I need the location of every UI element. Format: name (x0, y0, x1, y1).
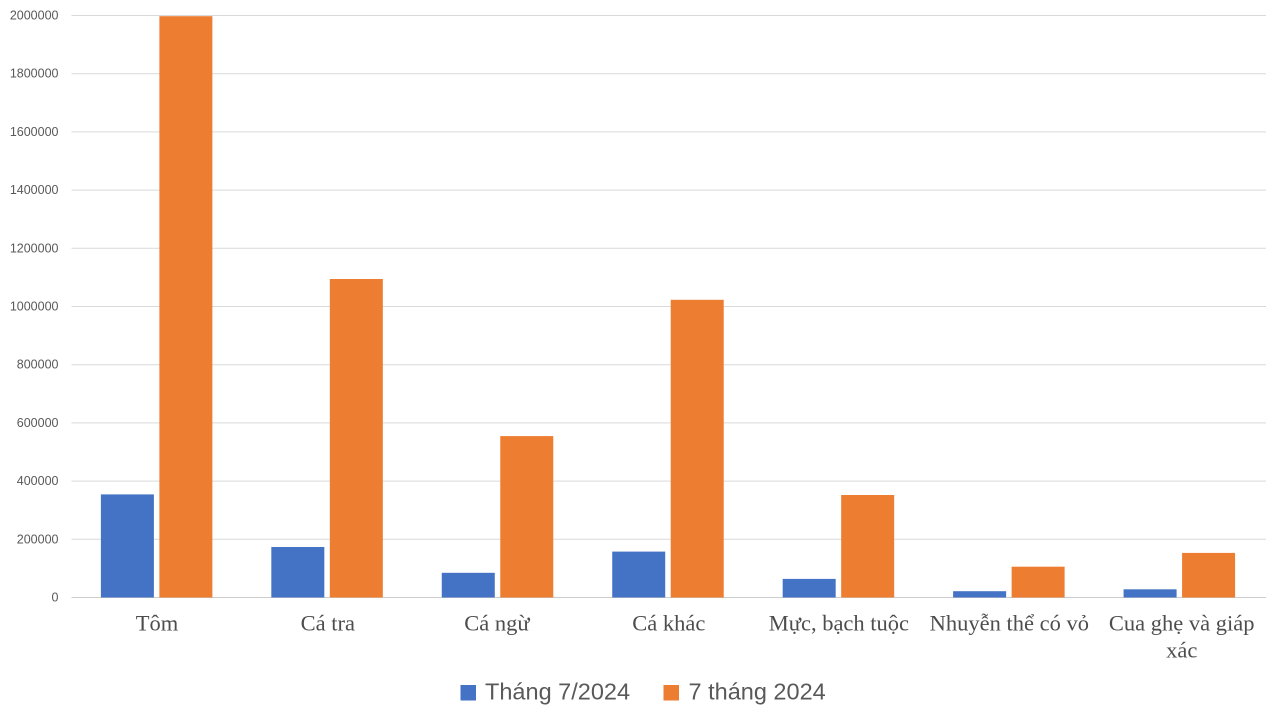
svg-text:Nhuyễn thể có vỏ: Nhuyễn thể có vỏ (930, 611, 1089, 636)
svg-text:1600000: 1600000 (10, 125, 59, 139)
svg-text:0: 0 (52, 591, 59, 605)
svg-text:400000: 400000 (17, 474, 59, 488)
svg-text:Cá khác: Cá khác (632, 611, 705, 636)
svg-text:Tháng 7/2024: Tháng 7/2024 (485, 679, 630, 705)
svg-text:1400000: 1400000 (10, 183, 59, 197)
svg-text:Cua ghẹ và giáp: Cua ghẹ và giáp (1109, 611, 1255, 636)
svg-text:1800000: 1800000 (10, 67, 59, 81)
svg-text:800000: 800000 (17, 358, 59, 372)
svg-text:Mực, bạch tuộc: Mực, bạch tuộc (769, 611, 909, 636)
svg-text:1000000: 1000000 (10, 300, 59, 314)
svg-text:600000: 600000 (17, 416, 59, 430)
svg-text:Tôm: Tôm (136, 611, 179, 636)
svg-text:xác: xác (1166, 637, 1197, 662)
svg-text:200000: 200000 (17, 532, 59, 546)
svg-text:1200000: 1200000 (10, 241, 59, 255)
svg-text:Cá ngừ: Cá ngừ (464, 611, 530, 636)
svg-text:2000000: 2000000 (10, 9, 59, 23)
svg-text:7 tháng 2024: 7 tháng 2024 (689, 679, 826, 705)
svg-text:Cá tra: Cá tra (301, 611, 355, 636)
